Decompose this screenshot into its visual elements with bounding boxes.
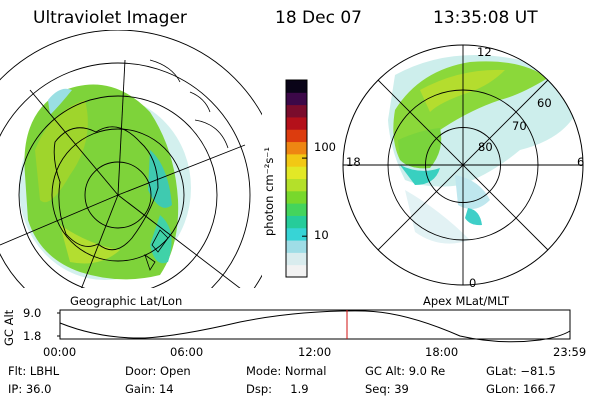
mlat-label-80: 80: [478, 140, 493, 154]
colorbar-segment: [286, 80, 307, 93]
timeline-xtick-2359: 23:59: [553, 345, 587, 359]
info-ip: IP: 36.0: [8, 382, 52, 396]
mlt-label-0: 0: [469, 276, 477, 290]
colorbar-segment: [286, 203, 307, 216]
info-door: Door: Open: [125, 364, 191, 378]
mlat-label-70: 70: [512, 119, 527, 133]
colorbar-segment: [286, 104, 307, 118]
mlt-label-18: 18: [346, 155, 361, 169]
info-gain: Gain: 14: [125, 382, 174, 396]
colorbar-segment: [286, 166, 307, 179]
colorbar-tick-100: 100: [314, 140, 336, 154]
info-mode: Mode: Normal: [246, 364, 327, 378]
colorbar-unit-label: photon cm⁻²s⁻¹: [262, 147, 276, 236]
info-filter: Flt: LBHL: [8, 364, 60, 378]
colorbar-segment: [286, 264, 307, 278]
colorbar-segment: [286, 227, 307, 241]
mlt-label-6: 6: [577, 155, 585, 169]
observation-time: 13:35:08 UT: [433, 8, 538, 28]
instrument-title: Ultraviolet Imager: [33, 8, 187, 28]
mlt-label-12: 12: [477, 45, 492, 59]
info-gc-alt: GC Alt: 9.0 Re: [365, 364, 446, 378]
timeline-ytick-max: 9.0: [23, 306, 42, 320]
timeline-xtick-0000: 00:00: [43, 345, 77, 359]
timeline-xtick-1800: 18:00: [425, 345, 459, 359]
timeline-ytick-min: 1.8: [23, 329, 42, 343]
apex-map-label: Apex MLat/MLT: [423, 294, 510, 308]
observation-date: 18 Dec 07: [275, 8, 362, 28]
timeline-xtick-0600: 06:00: [170, 345, 204, 359]
info-glon: GLon: 166.7: [486, 382, 556, 396]
colorbar-segment: [286, 215, 307, 229]
colorbar-segment: [286, 141, 307, 155]
info-glat: GLat: −81.5: [486, 364, 556, 378]
colorbar-tick-10: 10: [314, 228, 329, 242]
colorbar-segment: [286, 240, 307, 253]
info-dsp: Dsp: 1.9: [246, 382, 309, 396]
apex-map: [342, 44, 584, 286]
geographic-map: [0, 30, 262, 288]
colorbar-segment: [286, 252, 307, 266]
colorbar-segment: [286, 153, 307, 167]
colorbar-segment: [286, 92, 307, 106]
geographic-map-label: Geographic Lat/Lon: [70, 294, 183, 308]
colorbar-segment: [286, 129, 307, 143]
colorbar-segment: [286, 178, 307, 192]
intensity-colorbar: [285, 79, 308, 278]
timeline-xtick-1200: 12:00: [298, 345, 332, 359]
altitude-timeline: [57, 309, 571, 343]
colorbar-segment: [286, 190, 307, 204]
info-seq: Seq: 39: [365, 382, 409, 396]
mlat-label-60: 60: [537, 96, 552, 110]
timeline-axis-label: GC Alt: [2, 309, 16, 346]
colorbar-segment: [286, 116, 307, 130]
